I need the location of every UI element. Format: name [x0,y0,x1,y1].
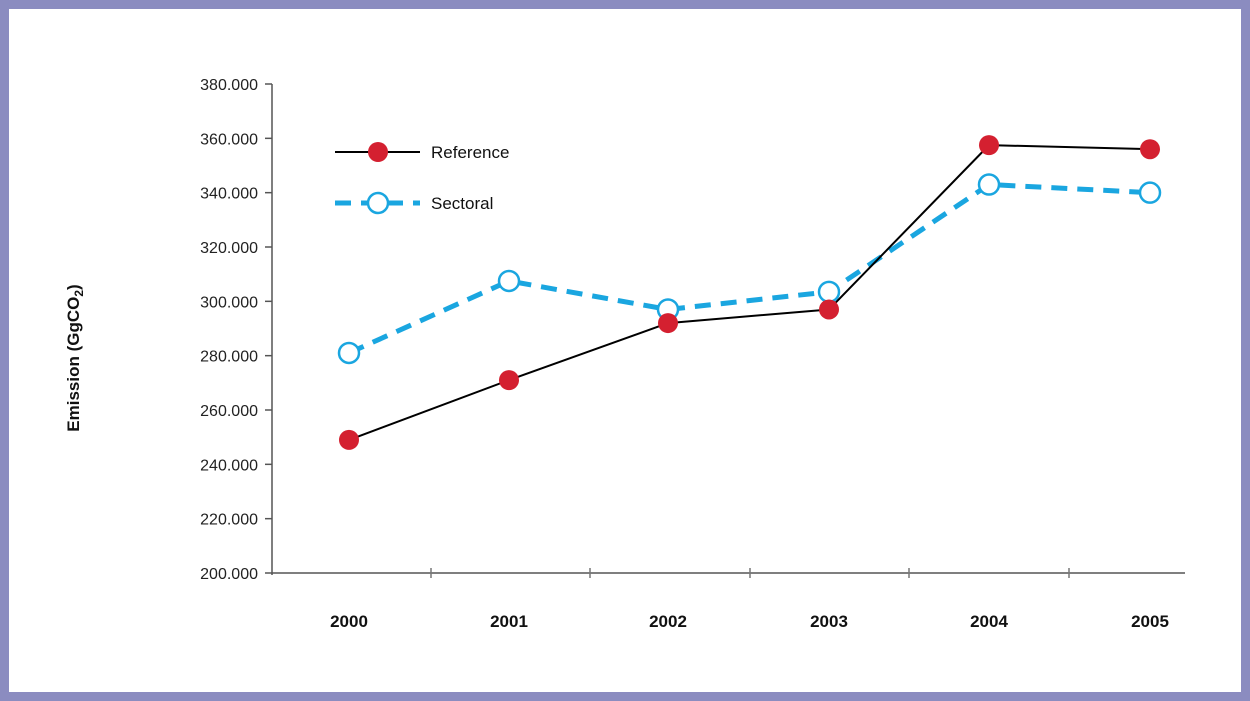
x-tick-label: 2002 [649,612,687,631]
data-point-reference [1140,139,1160,160]
y-tick-label: 340.000 [200,186,258,203]
data-point-sectoral [497,269,521,293]
legend: Reference Sectoral [335,142,509,215]
y-ticks: 200.000 220.000 240.000 260.000 280.000 300.0… [200,77,272,583]
chart-axes [271,84,1185,575]
legend-label-reference: Reference [431,143,509,162]
data-point-reference [979,135,999,156]
x-tick-label: 2001 [490,612,528,631]
x-tick-label: 2003 [810,612,848,631]
data-point-sectoral [817,280,841,304]
data-point-reference [658,313,678,334]
series-layer [337,135,1162,450]
series-line-reference [348,144,1151,441]
y-axis-title: Emission (GgCO2) [64,284,86,431]
legend-marker-reference [368,142,388,162]
data-point-reference [499,370,519,391]
series-line-sectoral [347,182,1151,356]
y-tick-label: 300.000 [200,294,258,311]
data-point-sectoral [1138,181,1162,204]
y-tick-label: 220.000 [200,512,258,529]
data-point-reference [819,299,839,320]
y-tick-label: 280.000 [200,349,258,366]
data-point-sectoral [977,173,1001,196]
legend-label-sectoral: Sectoral [431,194,493,213]
y-tick-label: 260.000 [200,403,258,420]
y-tick-label: 380.000 [200,77,258,94]
x-tick-label: 2000 [330,612,368,631]
y-tick-label: 360.000 [200,131,258,148]
x-ticks: 2000 2001 2002 2003 2004 2005 [330,568,1169,631]
legend-marker-sectoral [366,191,390,215]
x-tick-label: 2004 [970,612,1008,631]
y-tick-label: 200.000 [200,566,258,583]
y-tick-label: 240.000 [200,457,258,474]
y-tick-label: 320.000 [200,240,258,257]
data-point-reference [339,429,359,450]
data-point-sectoral [337,341,361,365]
x-tick-label: 2005 [1131,612,1169,631]
